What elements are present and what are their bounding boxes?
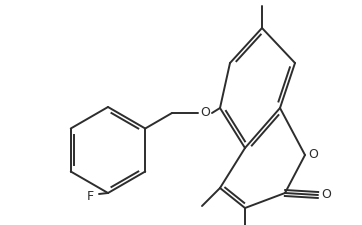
- Text: O: O: [321, 189, 331, 202]
- Text: O: O: [200, 106, 210, 119]
- Text: O: O: [308, 148, 318, 162]
- Text: F: F: [87, 189, 93, 202]
